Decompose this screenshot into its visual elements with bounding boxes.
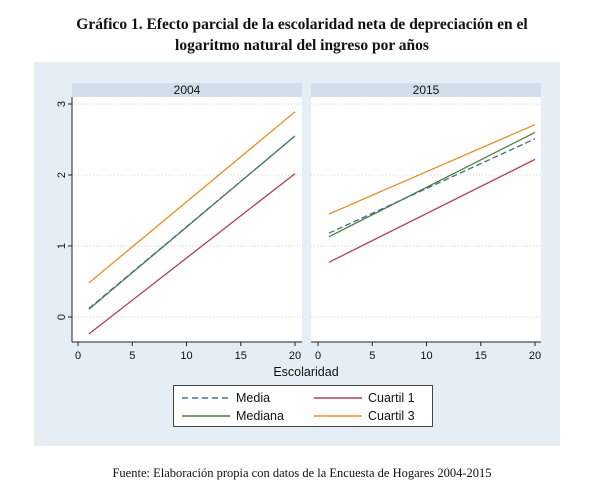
y-tick-label: 3: [56, 101, 68, 107]
source-note: Fuente: Elaboración propia con datos de …: [112, 466, 492, 480]
legend-item-media: Media: [180, 390, 300, 406]
x-tick-label: 5: [129, 350, 135, 362]
x-tick-label: 10: [180, 350, 192, 362]
legend: Media Cuartil 1 Mediana Cuartil 3: [173, 385, 433, 427]
x-tick-label: 0: [315, 350, 321, 362]
x-tick-label: 20: [289, 350, 301, 362]
panel-2015: 2015 0 5 10 15 20: [311, 83, 541, 362]
series-line-cuartil-1: [88, 173, 296, 335]
legend-item-cuartil-1: Cuartil 1: [312, 390, 432, 406]
legend-item-cuartil-3: Cuartil 3: [312, 408, 432, 424]
panel-title: 2004: [174, 83, 201, 97]
legend-label: Media: [236, 391, 271, 405]
legend-swatch-cuartil-3: [314, 415, 362, 417]
legend-label: Cuartil 1: [368, 391, 415, 405]
series-line-cuartil-3: [88, 111, 296, 284]
legend-swatch-mediana: [182, 415, 230, 417]
panel-title: 2015: [413, 83, 440, 97]
x-tick-label: 0: [75, 350, 81, 362]
x-tick-label: 10: [420, 350, 432, 362]
y-tick-label: 1: [56, 243, 68, 249]
series-line-media: [328, 138, 536, 234]
y-tick-label: 2: [56, 172, 68, 178]
x-tick-label: 15: [475, 350, 487, 362]
panel-2004: 2004 0 5 10 15 20 0 1 2 3: [56, 83, 302, 362]
series-line-mediana: [328, 131, 536, 238]
plot-area: [311, 97, 541, 342]
legend-swatch-cuartil-1: [314, 397, 362, 399]
x-tick-label: 15: [235, 350, 247, 362]
x-tick-label: 20: [529, 350, 541, 362]
legend-label: Cuartil 3: [368, 409, 415, 423]
x-tick-label: 5: [369, 350, 375, 362]
legend-item-mediana: Mediana: [180, 408, 300, 424]
panel-header: [72, 83, 302, 97]
y-tick-label: 0: [56, 314, 68, 320]
legend-label: Mediana: [236, 409, 284, 423]
series-line-mediana: [88, 135, 296, 310]
panel-header: [311, 83, 541, 97]
legend-swatch-media: [182, 397, 230, 399]
series-line-cuartil-3: [328, 123, 536, 215]
chart-title: Gráfico 1. Efecto parcial de la escolari…: [0, 14, 604, 56]
series-line-cuartil-1: [328, 158, 536, 263]
chart-title-line-2: logaritmo natural del ingreso por años: [175, 37, 429, 54]
plot-area: [72, 97, 302, 342]
chart-title-line-1: Gráfico 1. Efecto parcial de la escolari…: [76, 16, 528, 33]
x-axis-title: Escolaridad: [273, 365, 338, 379]
